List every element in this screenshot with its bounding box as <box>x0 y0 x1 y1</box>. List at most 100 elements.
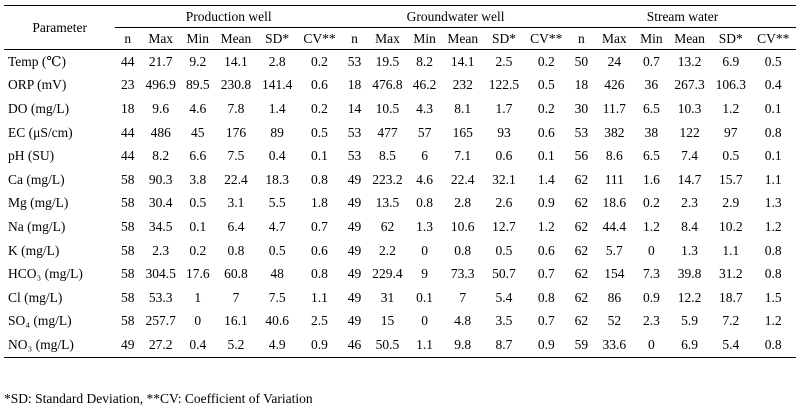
table-cell: 62 <box>574 266 589 282</box>
subcolumn-header: Mean <box>214 27 258 50</box>
table-cell: 49 <box>347 289 362 305</box>
table-cell: 7.8 <box>227 100 245 116</box>
table-cell: 23 <box>120 77 135 93</box>
parameter-label: Cl (mg/L) <box>8 289 63 305</box>
table-cell: 15.7 <box>718 171 743 187</box>
table-cell: 229.4 <box>372 266 403 282</box>
table-cell: 46.2 <box>412 77 437 93</box>
table-cell: 49 <box>115 333 141 358</box>
table-cell: 86 <box>607 289 622 305</box>
table-row: Cl (mg/L) 58 53.3 1 7 7.5 1.1 49 31 0.1 7 5.4 0.8 62 8… <box>4 286 796 310</box>
table-cell: 9.6 <box>152 100 170 116</box>
table-cell: 53.3 <box>148 289 173 305</box>
table-cell: 0.4 <box>181 333 215 358</box>
table-cell: 0.8 <box>416 195 434 211</box>
table-cell: 7.3 <box>642 266 660 282</box>
table-cell: 0.9 <box>523 333 569 358</box>
table-row: ORP (mV) 23 496.9 89.5 230.8 141.4 0.6 18 476.8 4… <box>4 74 796 98</box>
table-cell: 1.7 <box>495 100 513 116</box>
table-cell: 1.2 <box>537 218 555 234</box>
table-cell: 50.7 <box>492 266 516 282</box>
parameter-label: Mg (mg/L) <box>8 195 69 211</box>
table-cell: 6.5 <box>642 100 660 116</box>
table-cell: 60.8 <box>224 266 248 282</box>
table-cell: 267.3 <box>674 77 705 93</box>
statistics-table-container: Parameter Production well Groundwater we… <box>4 5 796 358</box>
parameter-label: ORP (mV) <box>8 77 67 93</box>
parameter-label: K (mg/L) <box>8 242 60 258</box>
table-cell: 165 <box>452 124 473 140</box>
table-row: Mg (mg/L) 58 30.4 0.5 3.1 5.5 1.8 49 13.5 0.8 2.8 2… <box>4 192 796 216</box>
subcolumn-header: n <box>342 27 367 50</box>
table-cell: 496.9 <box>145 77 176 93</box>
table-cell: 14.7 <box>677 171 702 187</box>
table-cell: 0.4 <box>764 77 782 93</box>
subcolumn-header: Mean <box>667 27 712 50</box>
table-cell: 2.3 <box>642 313 660 329</box>
table-cell: 4.3 <box>416 100 434 116</box>
table-cell: 12.7 <box>492 218 516 234</box>
table-cell: 1.1 <box>722 242 740 258</box>
table-row: DO (mg/L) 18 9.6 4.6 7.8 1.4 0.2 14 10.5 4.3 8.1 1.… <box>4 97 796 121</box>
table-cell: 0 <box>421 242 428 258</box>
table-cell: 0.1 <box>764 148 782 164</box>
subcolumn-header: n <box>568 27 594 50</box>
parameter-label: DO (mg/L) <box>8 100 70 116</box>
table-cell: 5.5 <box>268 195 286 211</box>
table-cell: 0.2 <box>642 195 660 211</box>
table-cell: 49 <box>347 313 362 329</box>
table-cell: 40.6 <box>265 313 289 329</box>
table-cell: 111 <box>604 171 624 187</box>
table-cell: 18 <box>347 77 362 93</box>
table-cell: 0.5 <box>537 77 555 93</box>
table-cell: 122 <box>679 124 700 140</box>
table-cell: 0.9 <box>296 333 343 358</box>
subcolumn-header: Max <box>366 27 409 50</box>
table-cell: 62 <box>574 242 589 258</box>
table-cell: 6 <box>421 148 428 164</box>
table-cell: 0.2 <box>311 53 328 69</box>
table-cell: 59 <box>568 333 594 358</box>
subcolumn-header: SD* <box>711 27 751 50</box>
table-cell: 0 <box>421 313 428 329</box>
table-cell: 58 <box>120 242 135 258</box>
table-cell: 5.9 <box>681 313 698 329</box>
table-cell: 12.2 <box>677 289 702 305</box>
subcolumn-header: Min <box>181 27 215 50</box>
table-cell: 0.1 <box>189 218 207 234</box>
table-cell: 58 <box>120 266 135 282</box>
table-cell: 0 <box>194 313 202 329</box>
table-cell: 106.3 <box>715 77 746 93</box>
table-cell: 382 <box>604 124 625 140</box>
table-cell: 8.5 <box>379 148 396 164</box>
group-header-groundwater: Groundwater well <box>342 5 569 28</box>
table-cell: 0.8 <box>311 171 328 187</box>
table-row: K (mg/L) 58 2.3 0.2 0.8 0.5 0.6 49 2.2 0 0.8 0.5 0.6… <box>4 239 796 263</box>
table-cell: 0.5 <box>189 195 207 211</box>
table-cell: 17.6 <box>185 266 210 282</box>
parameter-label: HCO₃ (mg/L) <box>8 266 83 282</box>
table-cell: 53 <box>347 53 362 69</box>
table-cell: 1.1 <box>764 171 782 187</box>
table-cell: 44 <box>120 148 135 164</box>
table-cell: 58 <box>120 171 135 187</box>
table-cell: 8.7 <box>484 333 524 358</box>
table-cell: 1.1 <box>408 333 442 358</box>
table-cell: 154 <box>604 266 625 282</box>
table-cell: 49 <box>347 195 362 211</box>
table-cell: 0.5 <box>311 124 328 140</box>
table-cell: 2.5 <box>495 53 513 69</box>
table-cell: 36 <box>644 77 659 93</box>
table-cell: 58 <box>120 289 135 305</box>
table-cell: 18.6 <box>602 195 627 211</box>
table-cell: 1.2 <box>764 313 782 329</box>
table-cell: 57 <box>417 124 432 140</box>
table-cell: 0.5 <box>268 242 286 258</box>
table-cell: 31 <box>380 289 395 305</box>
table-cell: 10.2 <box>718 218 743 234</box>
table-cell: 141.4 <box>261 77 293 93</box>
table-cell: 22.4 <box>450 171 475 187</box>
table-cell: 13.2 <box>677 53 702 69</box>
table-row: NO₃ (mg/L) 49 27.2 0.4 5.2 4.9 0.9 46 50.5 1.1 9.8… <box>4 333 796 358</box>
table-row: pH (SU) 44 8.2 6.6 7.5 0.4 0.1 53 8.5 6 7.1 0.6 0.1 5… <box>4 144 796 168</box>
